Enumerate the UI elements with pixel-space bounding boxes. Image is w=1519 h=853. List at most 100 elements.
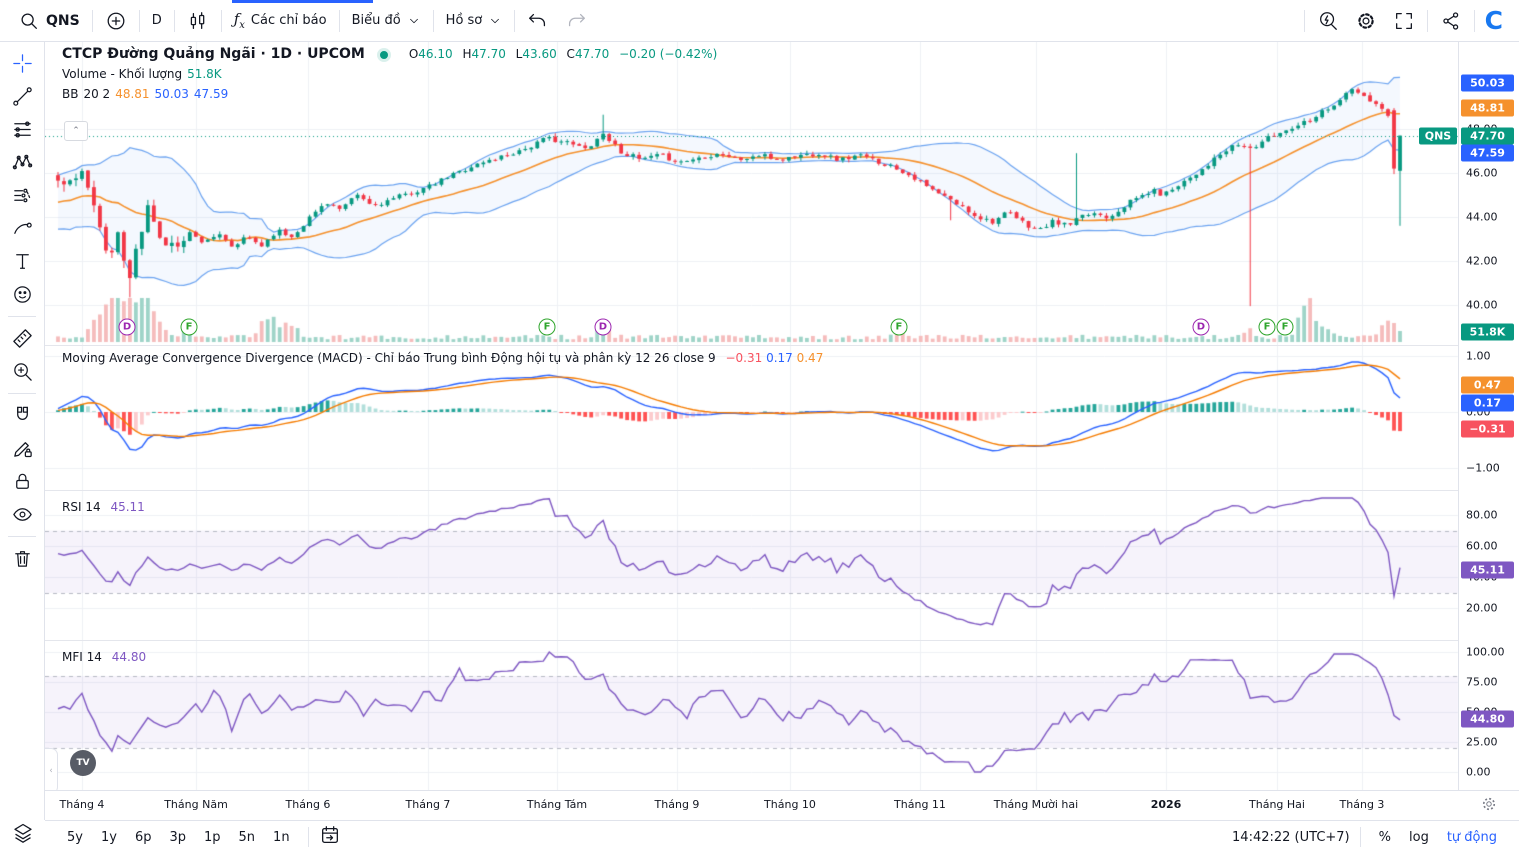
rsi-legend[interactable]: RSI 14 45.11 bbox=[62, 500, 145, 514]
financial-report-marker[interactable]: F bbox=[1258, 318, 1276, 336]
range-button-3p[interactable]: 3p bbox=[169, 829, 186, 845]
divider bbox=[173, 9, 175, 32]
tool-horizontal-lines[interactable] bbox=[5, 113, 39, 146]
interval-label: D bbox=[151, 13, 162, 28]
object-tree-button[interactable] bbox=[8, 818, 38, 848]
ohlc-values: O46.10 H47.70 L43.60 C47.70 −0.20 (−0.42… bbox=[408, 47, 718, 62]
chart-style-button[interactable] bbox=[179, 5, 217, 37]
tool-emoji[interactable] bbox=[5, 278, 39, 311]
topbar-left: QNS D ƒx Các chỉ báo Biểu đồ bbox=[10, 0, 595, 41]
chart-menu-label: Biểu đồ bbox=[351, 13, 401, 28]
divider bbox=[220, 9, 222, 32]
auto-scale-button[interactable]: tự động bbox=[1446, 829, 1497, 845]
mfi-legend[interactable]: MFI 14 44.80 bbox=[62, 650, 147, 664]
lock-all-icon bbox=[15, 473, 29, 489]
fullscreen-button[interactable] bbox=[1385, 5, 1423, 37]
price-badge: −0.31 bbox=[1461, 420, 1514, 438]
tool-zoom-in[interactable] bbox=[5, 355, 39, 388]
dividend-marker[interactable]: D bbox=[118, 318, 136, 336]
tradingview-logo[interactable]: TV bbox=[70, 750, 96, 776]
divider bbox=[432, 9, 434, 32]
fullscreen-icon bbox=[1395, 12, 1412, 29]
compare-add-button[interactable] bbox=[97, 5, 135, 37]
tool-brush[interactable] bbox=[5, 212, 39, 245]
price-scale[interactable] bbox=[1458, 42, 1519, 790]
axis-tick: 80.00 bbox=[1466, 508, 1498, 522]
chart-canvas[interactable] bbox=[45, 42, 1459, 790]
tool-trend-line[interactable] bbox=[5, 80, 39, 113]
search-icon bbox=[21, 12, 37, 29]
divider bbox=[8, 536, 36, 537]
interval-button[interactable]: D bbox=[144, 5, 170, 37]
divider bbox=[8, 316, 36, 317]
pane-separator[interactable] bbox=[45, 345, 1519, 346]
divider bbox=[1359, 827, 1361, 847]
dividend-marker[interactable]: D bbox=[594, 318, 612, 336]
toolbar-collapse-pill[interactable]: ‹ bbox=[45, 748, 58, 794]
range-button-1n[interactable]: 1n bbox=[273, 829, 290, 845]
tool-text[interactable] bbox=[5, 245, 39, 278]
bb-legend[interactable]: BB 20 2 48.81 50.03 47.59 bbox=[62, 86, 229, 101]
symbol-search-button[interactable]: QNS bbox=[10, 5, 88, 37]
financial-report-marker[interactable]: F bbox=[890, 318, 908, 336]
tool-drawing-lock[interactable] bbox=[5, 432, 39, 465]
profile-menu-button[interactable]: Hồ sơ bbox=[438, 5, 511, 37]
axis-tick: 42.00 bbox=[1466, 254, 1498, 268]
pane-separator[interactable] bbox=[45, 640, 1519, 641]
divider bbox=[138, 9, 140, 32]
dividend-marker[interactable]: D bbox=[1192, 318, 1210, 336]
broker-logo[interactable]: C bbox=[1484, 6, 1503, 35]
volume-legend[interactable]: Volume - Khối lượng 51.8K bbox=[62, 67, 222, 82]
time-axis[interactable]: Tháng 4 Tháng Năm Tháng 6 Tháng 7 Tháng Tám T… bbox=[45, 790, 1519, 821]
indicators-button[interactable]: ƒx Các chỉ báo bbox=[226, 5, 335, 37]
chart-menu-button[interactable]: Biểu đồ bbox=[344, 5, 429, 37]
tool-crosshair[interactable] bbox=[5, 47, 39, 80]
price-badge: 48.81 bbox=[1461, 99, 1514, 117]
tool-forecast[interactable] bbox=[5, 179, 39, 212]
time-axis-label: Tháng Tám bbox=[526, 798, 588, 811]
financial-report-marker[interactable]: F bbox=[538, 318, 556, 336]
tool-magnet[interactable] bbox=[5, 399, 39, 432]
candlestick-icon bbox=[190, 11, 205, 29]
topbar-right: C bbox=[1300, 0, 1509, 41]
tool-remove-all[interactable] bbox=[5, 542, 39, 575]
range-button-5y[interactable]: 5y bbox=[67, 829, 83, 845]
scale-settings-button[interactable] bbox=[1480, 795, 1498, 817]
financial-report-marker[interactable]: F bbox=[180, 318, 198, 336]
time-axis-label: Tháng 9 bbox=[654, 798, 700, 811]
redo-button[interactable] bbox=[557, 5, 595, 37]
market-status-dot bbox=[379, 50, 388, 59]
percent-scale-button[interactable]: % bbox=[1378, 829, 1391, 845]
tool-lock-all[interactable] bbox=[5, 465, 39, 498]
axis-tick: 60.00 bbox=[1466, 539, 1498, 553]
xabcd-pattern-icon bbox=[12, 154, 32, 170]
undo-icon bbox=[529, 13, 546, 26]
range-button-6p[interactable]: 6p bbox=[134, 829, 152, 845]
axis-tick: 0.00 bbox=[1466, 765, 1491, 779]
range-button-1y[interactable]: 1y bbox=[100, 829, 117, 845]
goto-date-button[interactable] bbox=[319, 824, 341, 850]
tool-xabcd-pattern[interactable] bbox=[5, 146, 39, 179]
range-button-5n[interactable]: 5n bbox=[238, 829, 256, 845]
divider bbox=[1473, 9, 1475, 32]
range-button-1p[interactable]: 1p bbox=[204, 829, 221, 845]
log-scale-button[interactable]: log bbox=[1409, 829, 1429, 845]
undo-button[interactable] bbox=[519, 5, 557, 37]
clock[interactable]: 14:42:22 (UTC+7) bbox=[1232, 829, 1350, 845]
pane-separator[interactable] bbox=[45, 490, 1519, 491]
divider bbox=[8, 393, 36, 394]
symbol-title[interactable]: CTCP Đường Quảng Ngãi · 1D · UPCOM bbox=[62, 46, 365, 62]
macd-legend[interactable]: Moving Average Convergence Divergence (M… bbox=[62, 351, 824, 365]
legend-collapse-button[interactable]: ⌃ bbox=[64, 121, 88, 141]
financial-report-marker[interactable]: F bbox=[1276, 318, 1294, 336]
indicators-label: Các chỉ báo bbox=[250, 13, 327, 28]
settings-button[interactable] bbox=[1347, 5, 1385, 37]
gear-icon bbox=[1357, 12, 1374, 29]
quick-search-button[interactable] bbox=[1309, 5, 1347, 37]
share-button[interactable] bbox=[1432, 5, 1470, 37]
tool-hide-drawings[interactable] bbox=[5, 498, 39, 531]
profile-menu-label: Hồ sơ bbox=[445, 13, 483, 28]
tool-ruler[interactable] bbox=[5, 322, 39, 355]
price-badge: 47.70 bbox=[1461, 127, 1514, 145]
divider bbox=[1303, 9, 1305, 32]
